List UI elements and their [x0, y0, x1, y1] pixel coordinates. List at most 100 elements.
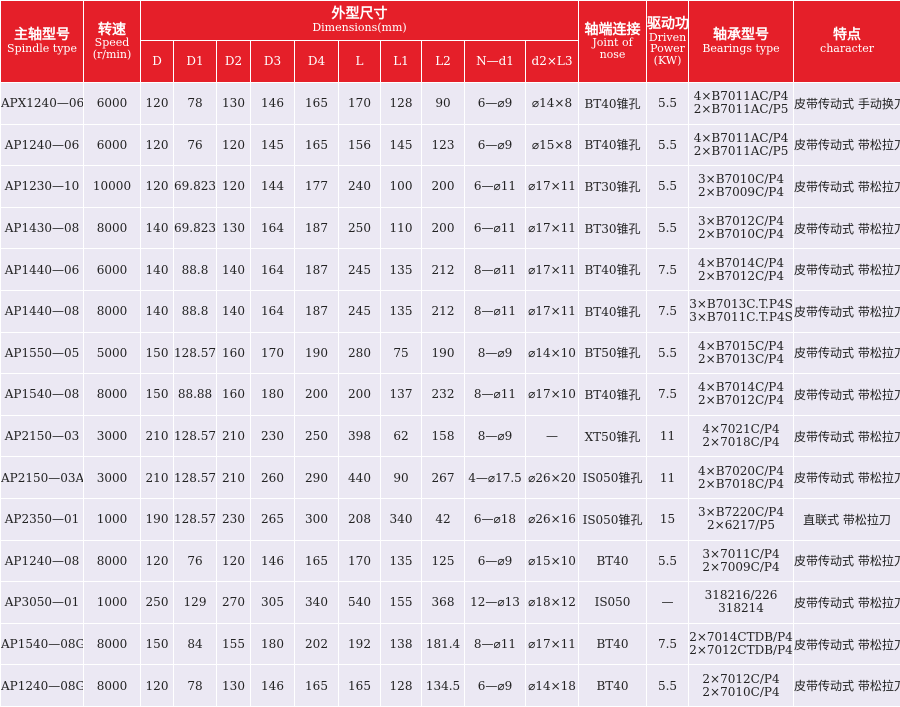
table-cell: 146 — [251, 83, 295, 125]
table-cell: BT40锥孔 — [579, 374, 647, 416]
table-cell: XT50锥孔 — [579, 415, 647, 457]
table-cell: 120 — [141, 540, 174, 582]
table-cell: AP1440—06 — [1, 249, 84, 291]
table-cell: ⌀15×8 — [526, 124, 579, 166]
table-cell: 11 — [647, 415, 689, 457]
table-cell: IS050锥孔 — [579, 498, 647, 540]
table-cell: 90 — [381, 457, 422, 499]
table-cell: 11 — [647, 457, 689, 499]
table-cell: 250 — [295, 415, 339, 457]
table-cell: 160 — [217, 374, 251, 416]
table-cell: AP1240—08 — [1, 540, 84, 582]
table-cell: 192 — [339, 623, 381, 665]
table-cell: 6000 — [84, 249, 141, 291]
cell-line: 2×B7011AC/P5 — [689, 145, 793, 158]
table-cell: 267 — [422, 457, 465, 499]
sub-header: d2×L3 — [526, 41, 579, 83]
table-cell: 8—⌀11 — [465, 290, 526, 332]
table-cell: 280 — [339, 332, 381, 374]
table-cell: 8000 — [84, 665, 141, 707]
table-cell: 270 — [217, 582, 251, 624]
table-cell: 6—⌀11 — [465, 166, 526, 208]
table-cell: 皮带传动式 带松拉刀 — [794, 166, 900, 208]
table-cell: AP3050—01 — [1, 582, 84, 624]
table-cell: 260 — [251, 457, 295, 499]
header-en: nose — [579, 49, 646, 61]
table-cell: 165 — [339, 665, 381, 707]
table-cell: 245 — [339, 290, 381, 332]
header-zh: 轴承型号 — [689, 28, 793, 43]
table-cell: 290 — [295, 457, 339, 499]
table-cell: 8—⌀9 — [465, 332, 526, 374]
cell-line: 4×B7015C/P4 — [689, 340, 793, 353]
sub-header: D2 — [217, 41, 251, 83]
table-cell: 15 — [647, 498, 689, 540]
table-cell: 164 — [251, 290, 295, 332]
table-cell: ⌀17×11 — [526, 249, 579, 291]
table-cell: BT30锥孔 — [579, 166, 647, 208]
table-cell: 75 — [381, 332, 422, 374]
table-cell: ⌀17×11 — [526, 166, 579, 208]
table-cell: BT40锥孔 — [579, 124, 647, 166]
cell-line: 4×B7011AC/P4 — [689, 132, 793, 145]
table-cell: ⌀26×16 — [526, 498, 579, 540]
table-cell: 6—⌀18 — [465, 498, 526, 540]
table-cell: 440 — [339, 457, 381, 499]
sub-header: L — [339, 41, 381, 83]
table-cell: 200 — [339, 374, 381, 416]
table-cell: 145 — [251, 124, 295, 166]
header-zh: 驱动功率 — [647, 17, 688, 32]
table-cell: 12—⌀13 — [465, 582, 526, 624]
table-cell: BT40 — [579, 665, 647, 707]
cell-line: 2×B7010C/P4 — [689, 228, 793, 241]
table-cell: 155 — [217, 623, 251, 665]
table-cell: 7.5 — [647, 374, 689, 416]
table-cell: 直联式 带松拉刀 — [794, 498, 900, 540]
cell-line: 318214 — [689, 602, 793, 615]
header-en: Spindle type — [1, 43, 83, 55]
table-cell: 190 — [141, 498, 174, 540]
sub-header: D4 — [295, 41, 339, 83]
table-cell: 8—⌀11 — [465, 623, 526, 665]
table-cell: — — [647, 582, 689, 624]
table-cell: 5.5 — [647, 540, 689, 582]
table-cell: 156 — [339, 124, 381, 166]
table-cell: 164 — [251, 207, 295, 249]
table-cell: 150 — [141, 332, 174, 374]
header-zh: 外型尺寸 — [141, 7, 578, 22]
header-en: (r/min) — [84, 49, 140, 61]
table-cell: 100 — [381, 166, 422, 208]
table-cell: 120 — [141, 83, 174, 125]
table-cell: AP1440—08 — [1, 290, 84, 332]
table-cell: 6—⌀9 — [465, 665, 526, 707]
cell-line: 2×B7012C/P4 — [689, 270, 793, 283]
table-cell: 皮带传动式 带松拉刀 — [794, 623, 900, 665]
header-en: Bearings type — [689, 43, 793, 55]
table-cell: 120 — [141, 124, 174, 166]
table-cell: 8—⌀11 — [465, 374, 526, 416]
table-cell: 78 — [174, 83, 217, 125]
table-cell: 129 — [174, 582, 217, 624]
table-cell: 1000 — [84, 582, 141, 624]
table-cell: ⌀26×20 — [526, 457, 579, 499]
table-cell: 150 — [141, 374, 174, 416]
table-cell: 305 — [251, 582, 295, 624]
table-cell: 123 — [422, 124, 465, 166]
header-en: character — [794, 43, 900, 55]
table-cell: 5.5 — [647, 207, 689, 249]
table-cell: AP2150—03 — [1, 415, 84, 457]
table-cell: 134.5 — [422, 665, 465, 707]
table-cell: 皮带传动式 带松拉刀 — [794, 124, 900, 166]
table-cell: 202 — [295, 623, 339, 665]
